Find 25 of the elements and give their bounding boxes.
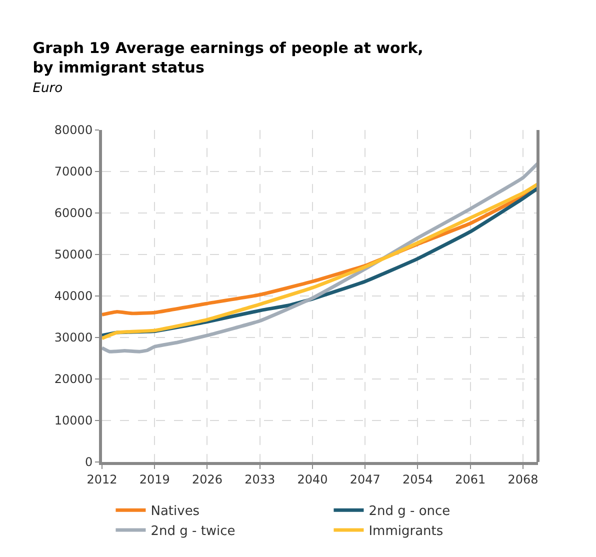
x-tick-label: 2047 — [350, 472, 380, 486]
y-tick-label: 80000 — [54, 123, 93, 138]
x-tick-label: 2012 — [86, 472, 118, 486]
legend-label: Natives — [150, 504, 200, 520]
line-series — [102, 161, 538, 354]
x-tick-label: 2054 — [402, 472, 433, 486]
x-tick-label: 2026 — [192, 472, 223, 486]
y-tick-label: 70000 — [54, 164, 93, 179]
x-tick-label: 2068 — [508, 472, 538, 486]
legend-label: Immigrants — [368, 524, 444, 540]
y-tick-label: 10000 — [54, 414, 93, 428]
y-tick-label: 40000 — [54, 289, 93, 304]
y-tick-label: 20000 — [54, 372, 93, 386]
y-tick-label: 30000 — [54, 330, 93, 345]
x-tick-label: 2019 — [139, 472, 170, 486]
y-tick-label: 60000 — [54, 206, 93, 220]
y-tick-label: 0 — [84, 455, 93, 470]
x-tick-label: 2040 — [297, 472, 328, 486]
chart-subtitle: Euro — [32, 80, 63, 96]
legend-label: 2nd g - twice — [150, 524, 236, 540]
y-tick-label: 50000 — [54, 248, 93, 262]
x-tick-label: 2033 — [244, 472, 276, 486]
legend-label: 2nd g - once — [368, 504, 450, 520]
chart-title: Graph 19 Average earnings of people at work, by immigrant status — [32, 38, 424, 76]
x-tick-label: 2061 — [455, 472, 486, 486]
